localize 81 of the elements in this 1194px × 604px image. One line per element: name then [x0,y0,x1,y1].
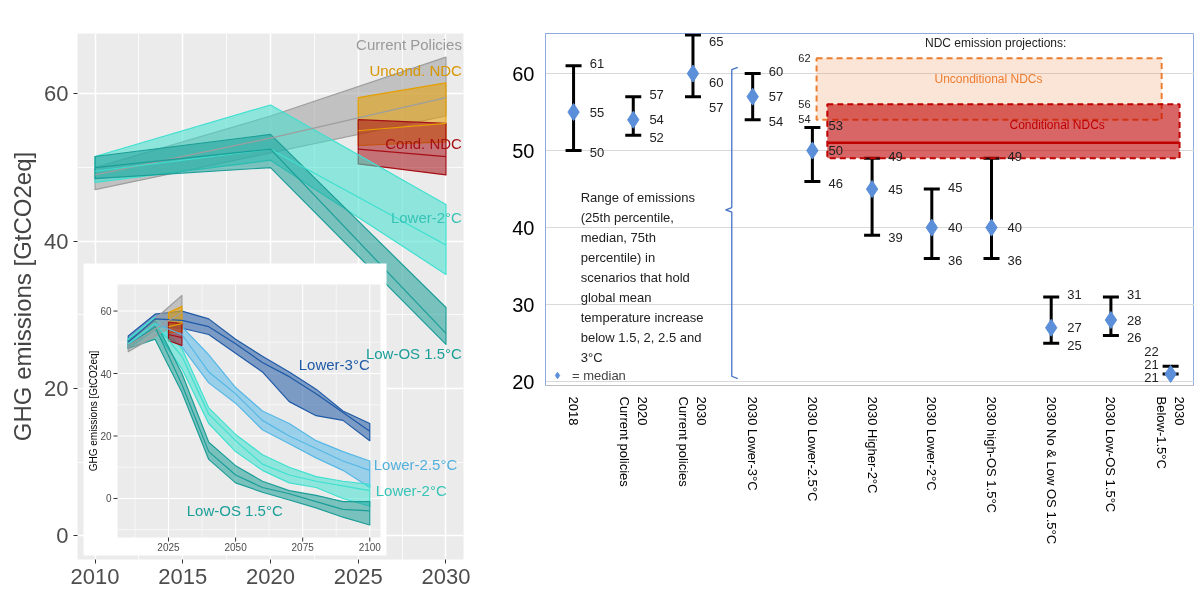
x-tick-label: 2030 [421,563,471,589]
y-tick-label: 20 [100,430,112,442]
y-tick-label: 60 [44,81,69,107]
annotation: 50 [589,145,605,161]
x-tick-label: 2020 [246,563,295,589]
y-tick-label: 20 [44,376,69,402]
annotation: 65 [709,34,724,49]
x-tick-label: 2010 [70,563,120,589]
x-tick-label: 2018 [566,396,582,426]
annotation: 57 [709,99,724,115]
annotation: 26 [1127,329,1142,345]
x-tick-label: 2030 Lower-3°C [745,396,761,491]
y-tick-label: 20 [512,370,535,393]
band-label: Unconditional NDCs [934,72,1043,87]
annotation: 60 [768,64,784,80]
text: Uncond. NDC [369,61,463,79]
x-tick-label: 2075 [291,541,315,553]
data-label: 45 [888,181,903,197]
annotation: 46 [828,175,843,191]
series-label: Low-OS 1.5°C [186,502,283,520]
y-tick-label: 40 [100,368,112,380]
annotation: 31 [1067,287,1082,303]
x-tick-label: 2020 Current policies [616,396,650,488]
series-label: Lower-2°C [375,482,447,500]
data-label: 40 [947,220,963,236]
legend-label: = median [572,367,626,383]
data-label: 60 [709,74,724,90]
x-tick-label: 2100 [358,541,382,553]
y-tick-label: 40 [512,216,535,239]
data-label: 55 [589,104,605,120]
band-label: Conditional NDCs [1009,118,1105,133]
x-tick-label: 2030 Current policies [676,396,710,488]
x-tick-label: 2025 [157,541,181,553]
annotation: 62 [798,51,811,64]
x-tick-label: 2030 Higher-2°C [864,396,880,494]
annotation: NDC emission projections: [924,35,1067,50]
y-tick-label: 0 [56,523,69,549]
data-label: 40 [1007,220,1023,236]
y-axis-title: GHG emissions [GtCO2eq] [88,350,99,472]
y-axis-title: GHG emissions [GtCO2eq] [9,151,37,442]
data-label: 57 [768,89,784,105]
text: Current Policies [356,36,462,54]
data-label: 54 [649,112,664,128]
y-tick-label: 60 [100,306,112,318]
x-tick-label: 2030 No & Low OS 1.5°C [1043,396,1059,545]
x-tick-label: 2030 Low-OS 1.5°C [1103,396,1119,513]
y-tick-label: 40 [44,228,69,254]
annotation: 39 [888,229,903,245]
x-tick-label: 2030 Below-1.5°C [1154,396,1188,469]
data-label: 27 [1067,320,1082,336]
y-tick-label: 50 [512,139,535,162]
series-label: Lower-2.5°C [373,455,458,473]
annotation: 22 [1144,344,1159,359]
annotation: 45 [947,179,963,195]
x-tick-label: 2030 high-OS 1.5°C [984,396,999,513]
y-tick-label: 0 [105,493,112,505]
y-tick-label: 60 [512,62,535,85]
x-tick-label: 2030 Lower-2°C [924,396,940,491]
annotation: 61 [589,56,605,72]
annotation: 54 [798,112,811,125]
annotation: 56 [798,97,811,110]
annotation: 36 [1007,252,1023,268]
annotation: 49 [888,148,903,164]
annotation: 54 [768,114,784,130]
annotation: 31 [1127,287,1142,303]
data-label: 21 [1144,370,1159,385]
annotation: 21 [1144,357,1159,372]
annotation: 53 [828,117,843,133]
data-label: 50 [828,143,843,159]
data-label: 28 [1127,312,1142,328]
annotation: 25 [1067,337,1082,353]
text: Range of emissions (25th percentile, median, 75th percentile) in scenarios that hold global mean temperature increase below 1.5, 2, 2.5 and 3°C [580,189,704,366]
x-tick-label: 2030 Lower-2.5°C [804,396,820,502]
annotation: 57 [649,87,664,103]
annotation: 36 [947,252,963,268]
annotation: 52 [649,129,664,145]
x-tick-label: 2025 [333,563,383,589]
y-tick-label: 30 [512,293,535,316]
series-label: Cond. NDC [385,135,463,153]
x-tick-label: 2050 [224,541,248,553]
x-tick-label: 2015 [158,563,208,589]
